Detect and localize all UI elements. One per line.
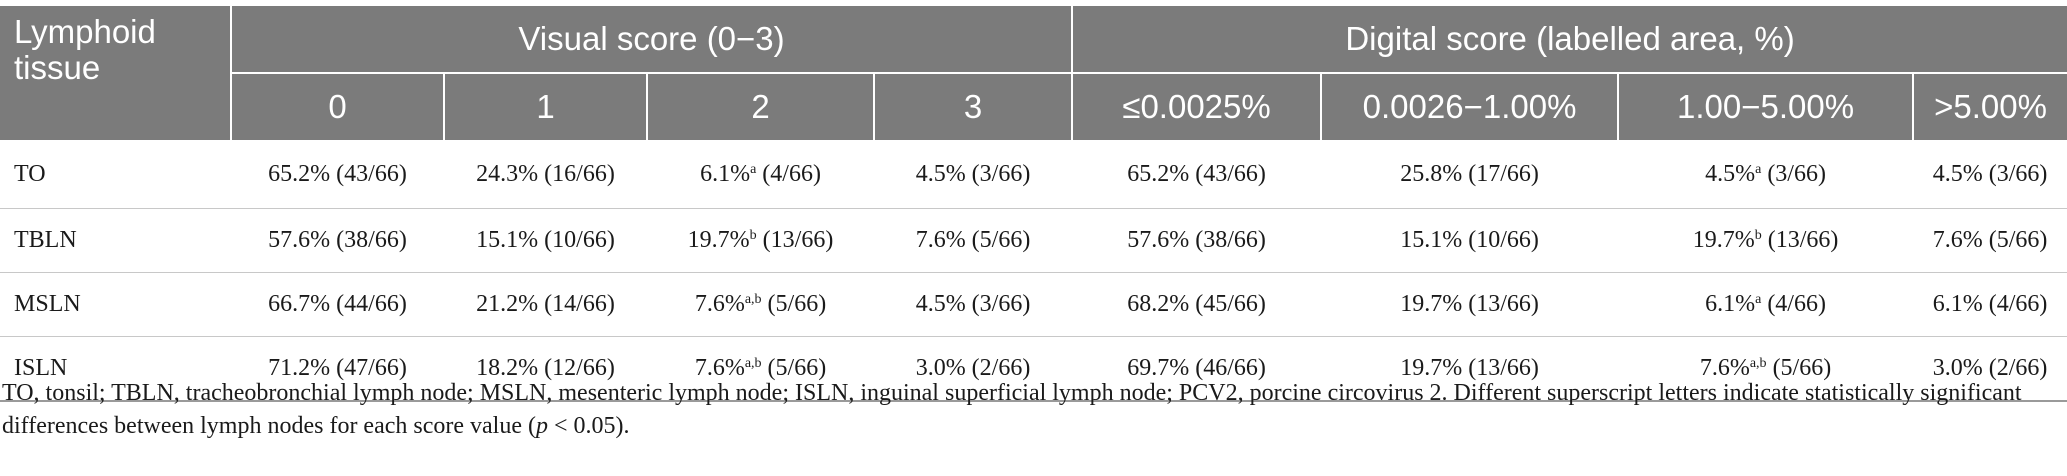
visual-column-header: 1: [443, 72, 647, 140]
results-table: Lymphoid tissue Visual score (0−3) Digit…: [0, 6, 2067, 402]
table-cell: 65.2% (43/66): [268, 160, 407, 187]
table-cell: 71.2% (47/66): [231, 336, 444, 402]
digital-column-header: 1.00−5.00%: [1617, 72, 1914, 140]
row-tissue-label: ISLN: [0, 336, 231, 402]
table-cell: 3.0% (2/66): [874, 336, 1073, 402]
table-cell: 18.2% (12/66): [444, 336, 647, 402]
table-cell: 3.0% (2/66): [1913, 336, 2067, 402]
table-cell: 57.6% (38/66): [231, 208, 444, 273]
table-cell: 57.6% (38/66): [1072, 208, 1322, 273]
table-cell: 69.7% (46/66): [1072, 336, 1322, 402]
table-cell: 68.2% (45/66): [1072, 272, 1322, 337]
row-label-header: Lymphoid tissue: [0, 6, 231, 140]
row-tissue-label: TBLN: [0, 208, 231, 273]
table-body: TO 65.2% (43/66) 24.3% (16/66) 6.1%a (4/…: [0, 140, 2067, 402]
row-tissue-label: MSLN: [0, 272, 231, 337]
table-row: TO 65.2% (43/66) 24.3% (16/66) 6.1%a (4/…: [0, 140, 2067, 209]
table-cell: 19.7% (13/66): [1321, 336, 1619, 402]
table-cell: 19.7% (13/66): [1321, 272, 1619, 337]
table-cell: 15.1% (10/66): [444, 208, 647, 273]
visual-column-header: 0: [230, 72, 444, 140]
visual-column-header: 3: [872, 72, 1073, 140]
table-cell: 6.1%a (4/66): [1618, 272, 1914, 337]
visual-column-header: 2: [646, 72, 874, 140]
table-cell: 7.6%a,b (5/66): [647, 336, 874, 402]
table-footnote: TO, tonsil; TBLN, tracheobronchial lymph…: [2, 380, 2022, 439]
table-cell: 4.5% (3/66): [1932, 160, 2048, 187]
table-row: TBLN 57.6% (38/66) 15.1% (10/66) 19.7%b …: [0, 208, 2067, 273]
table-cell: 25.8% (17/66): [1400, 160, 1539, 187]
table-cell: 7.6%a,b (5/66): [647, 272, 874, 337]
table-cell: 4.5%a (3/66): [1705, 160, 1826, 187]
digital-column-header: ≤0.0025%: [1071, 72, 1322, 140]
digital-score-group-header: Digital score (labelled area, %): [1071, 6, 2067, 73]
table-cell: 65.2% (43/66): [1127, 160, 1266, 187]
digital-column-header: >5.00%: [1912, 72, 2067, 140]
table-header: Lymphoid tissue Visual score (0−3) Digit…: [0, 6, 2067, 140]
table-cell: 7.6%a,b (5/66): [1618, 336, 1914, 402]
table-row: ISLN 71.2% (47/66) 18.2% (12/66) 7.6%a,b…: [0, 336, 2067, 402]
table-cell: 24.3% (16/66): [476, 160, 615, 187]
table-cell: 4.5% (3/66): [915, 160, 1031, 187]
table-cell: 19.7%b (13/66): [647, 208, 874, 273]
table-cell: 15.1% (10/66): [1321, 208, 1619, 273]
table-cell: 7.6% (5/66): [1913, 208, 2067, 273]
digital-column-header: 0.0026−1.00%: [1320, 72, 1619, 140]
table-row: MSLN 66.7% (44/66) 21.2% (14/66) 7.6%a,b…: [0, 272, 2067, 337]
table-cell: 7.6% (5/66): [874, 208, 1073, 273]
table-cell: 66.7% (44/66): [231, 272, 444, 337]
table-cell: 19.7%b (13/66): [1618, 208, 1914, 273]
table-cell: 6.1% (4/66): [1913, 272, 2067, 337]
table-cell: 4.5% (3/66): [874, 272, 1073, 337]
row-tissue-label: TO: [14, 160, 46, 187]
table-cell: 6.1%a (4/66): [700, 160, 821, 187]
visual-score-group-header: Visual score (0−3): [229, 6, 1073, 73]
table-cell: 21.2% (14/66): [444, 272, 647, 337]
